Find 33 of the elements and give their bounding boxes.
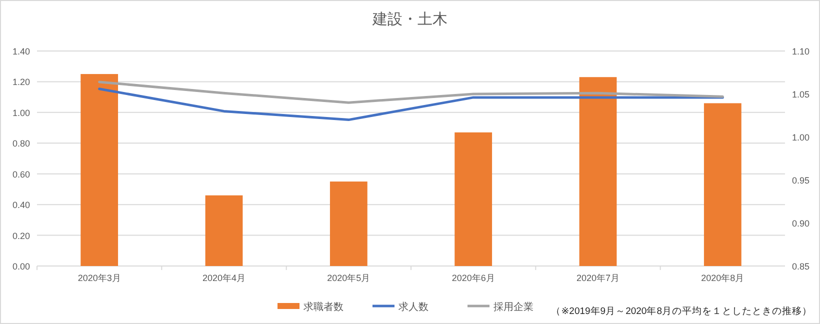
legend-label: 採用企業: [494, 301, 534, 313]
text: （※2019年9月～2020年8月の平均を１としたときの推移）: [551, 305, 812, 317]
y-tick-label: 1.40: [12, 46, 30, 56]
y2-tick-label: 1.10: [792, 46, 810, 56]
y2-tick-label: 0.85: [792, 262, 810, 272]
x-tick-label: 2020年6月: [452, 273, 495, 283]
bar: [330, 182, 368, 266]
x-tick-label: 2020年8月: [701, 273, 744, 283]
bar: [454, 132, 492, 266]
x-tick-label: 2020年4月: [202, 273, 246, 283]
y2-tick-label: 0.95: [792, 176, 810, 186]
y-tick-label: 0.80: [12, 138, 30, 149]
y-tick-label: 0.40: [12, 200, 30, 210]
y-tick-label: 0.60: [12, 169, 30, 180]
y-tick-label: 0.20: [12, 230, 30, 241]
bar: [704, 103, 742, 266]
chart-title: 建設・土木: [372, 11, 448, 28]
y2-tick-label: 0.90: [792, 218, 810, 228]
y2-tick-label: 1.00: [792, 132, 810, 142]
x-tick-label: 2020年3月: [78, 273, 121, 283]
x-tick-label: 2020年7月: [576, 273, 620, 283]
y2-tick-label: 1.05: [792, 90, 810, 100]
bar: [579, 77, 617, 266]
bar: [80, 74, 118, 266]
x-tick-label: 2020年5月: [327, 273, 370, 283]
y-tick-label: 1.20: [12, 77, 30, 88]
y-tick-label: 1.00: [12, 108, 30, 118]
line-series: [98, 80, 724, 104]
legend-label: 求人数: [398, 301, 428, 313]
legend-label: 求職者数: [304, 301, 344, 313]
y-tick-label: 0.00: [12, 262, 30, 272]
line-series: [98, 88, 724, 122]
bar: [205, 195, 243, 266]
